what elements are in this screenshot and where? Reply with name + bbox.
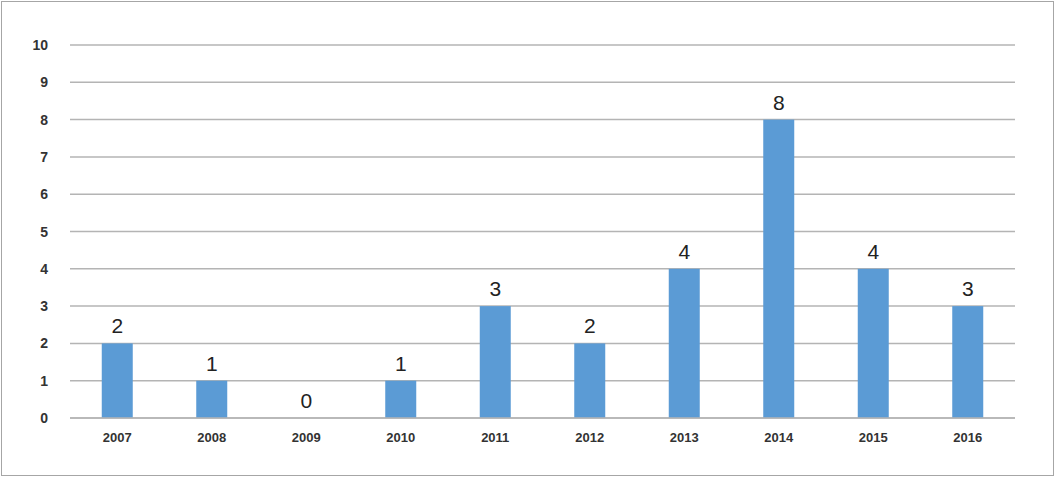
- y-tick-label: 5: [40, 224, 48, 240]
- y-tick-label: 0: [40, 410, 48, 426]
- y-tick-label: 8: [40, 112, 48, 128]
- grid-line: [70, 156, 1015, 158]
- data-label: 3: [489, 277, 501, 300]
- bar: [952, 306, 983, 418]
- grid-line: [70, 231, 1015, 233]
- x-tick-label: 2012: [575, 430, 604, 445]
- data-label: 2: [111, 314, 123, 337]
- data-label: 2: [584, 314, 596, 337]
- x-tick-label: 2013: [670, 430, 699, 445]
- grid-line: [70, 193, 1015, 195]
- bar: [196, 381, 227, 418]
- data-label: 8: [773, 91, 785, 114]
- x-tick-label: 2007: [103, 430, 132, 445]
- y-tick-label: 2: [40, 335, 48, 351]
- x-tick-label: 2016: [953, 430, 982, 445]
- grid-line: [70, 417, 1015, 419]
- grid: [70, 45, 1015, 418]
- y-tick-label: 10: [32, 37, 48, 53]
- bar: [763, 120, 794, 418]
- x-tick-label: 2009: [292, 430, 321, 445]
- x-tick-label: 2014: [764, 430, 794, 445]
- x-tick-label: 2011: [481, 430, 509, 445]
- grid-line: [70, 82, 1015, 84]
- frame: [2, 2, 1054, 476]
- data-label: 1: [395, 352, 407, 375]
- data-label: 4: [678, 240, 690, 263]
- x-tick-label: 2008: [197, 430, 226, 445]
- data-label: 1: [206, 352, 218, 375]
- y-tick-label: 7: [40, 149, 48, 165]
- data-label: 3: [962, 277, 974, 300]
- bars: [102, 120, 984, 418]
- y-tick-label: 1: [40, 373, 48, 389]
- bar: [858, 269, 889, 418]
- x-axis: [70, 417, 1015, 419]
- y-tick-label: 4: [40, 261, 48, 277]
- data-label: 0: [300, 389, 312, 412]
- chart: 0123456789102007200820092010201120122013…: [0, 0, 1056, 478]
- grid-line: [70, 44, 1015, 46]
- data-label: 4: [867, 240, 879, 263]
- bar: [480, 306, 511, 418]
- bar: [385, 381, 416, 418]
- bar: [574, 343, 605, 418]
- x-tick-label: 2015: [859, 430, 888, 445]
- x-tick-label: 2010: [386, 430, 415, 445]
- y-tick-label: 9: [40, 74, 48, 90]
- bar: [669, 269, 700, 418]
- grid-line: [70, 119, 1015, 121]
- y-tick-label: 3: [40, 298, 48, 314]
- y-tick-label: 6: [40, 186, 48, 202]
- bar: [102, 343, 133, 418]
